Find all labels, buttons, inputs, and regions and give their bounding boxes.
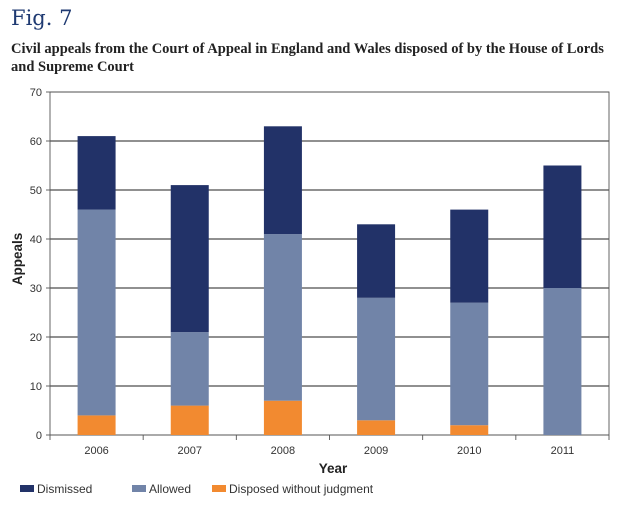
y-tick-label: 30 [30,283,42,295]
legend: Dismissed Allowed Disposed without judgmen… [20,482,374,496]
legend-swatch [20,485,34,492]
plot-frame [49,91,610,436]
x-tick-label: 2011 [551,445,575,457]
bar-segment-allowed [170,332,209,406]
x-axis-label: Year [319,461,348,476]
legend-swatch [212,485,226,492]
bar-segment-allowed [77,209,116,416]
chart-title: Civil appeals from the Court of Appeal i… [11,41,604,75]
bar-segment-dismissed [77,136,116,210]
y-tick-label: 50 [30,185,42,197]
bar-segment-disposed-without-judgment [263,400,302,435]
x-tick-label: 2009 [364,445,388,457]
legend-label: Disposed without judgment [229,482,374,496]
y-tick-label: 70 [30,87,42,99]
bar-segment-allowed [263,234,302,401]
y-tick-label: 20 [30,332,42,344]
y-tick-label: 60 [30,136,42,148]
bar-segment-allowed [450,302,489,426]
bar-segment-dismissed [263,126,302,235]
gridlines [49,91,610,436]
y-axis-ticks: 0 10 20 30 40 50 60 70 [30,87,50,442]
y-axis-label: Appeals [10,233,25,286]
bar-segment-dismissed [450,209,489,303]
x-tick-label: 2010 [457,445,481,457]
bar-segment-allowed [543,288,582,435]
y-tick-label: 40 [30,234,42,246]
legend-label: Allowed [149,482,191,496]
bar-segment-disposed-without-judgment [357,420,396,435]
bars [77,126,582,435]
bar-segment-allowed [357,297,396,421]
x-tick-label: 2007 [178,445,202,457]
bar-segment-dismissed [170,185,209,333]
x-tick-label: 2008 [271,445,295,457]
y-tick-label: 0 [36,430,42,442]
figure-label: Fig. 7 [11,6,73,30]
bar-segment-dismissed [357,224,396,298]
bar-segment-disposed-without-judgment [77,415,116,435]
bar-segment-dismissed [543,165,582,288]
bar-segment-disposed-without-judgment [450,425,489,435]
legend-label: Dismissed [37,482,92,496]
x-axis-ticks: 2006 2007 2008 2009 2010 2011 [49,435,610,457]
y-tick-label: 10 [30,381,42,393]
legend-swatch [132,485,146,492]
bar-segment-disposed-without-judgment [170,405,209,435]
x-tick-label: 2006 [84,445,108,457]
